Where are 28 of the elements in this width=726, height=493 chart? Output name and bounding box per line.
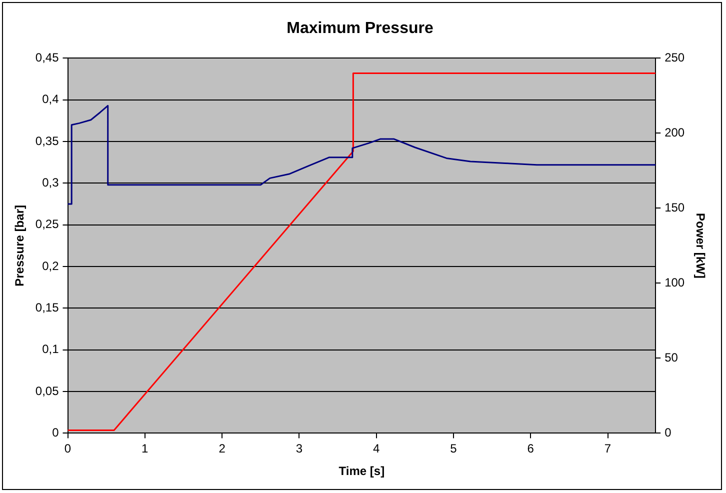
y2-tick-label: 50 — [664, 350, 678, 365]
x-tick-label: 6 — [527, 442, 534, 456]
y-tick-label: 0,35 — [35, 134, 60, 148]
y-tick-label: 0,15 — [35, 300, 60, 315]
y-tick-label: 0,1 — [42, 342, 60, 356]
x-tick-label: 4 — [372, 442, 380, 456]
y-tick-label: 0,05 — [35, 384, 60, 398]
y2-tick-label: 100 — [664, 276, 685, 290]
y-tick-label: 0 — [52, 426, 60, 440]
y-tick-label: 0,2 — [42, 258, 60, 273]
y2-tick-label: 0 — [664, 426, 672, 440]
x-tick-label: 1 — [142, 442, 149, 456]
y2-axis-title: Power [kW] — [693, 213, 708, 278]
y-tick-label: 0,3 — [42, 176, 60, 190]
y-tick-label: 0,45 — [35, 50, 60, 65]
x-tick-label: 7 — [604, 442, 612, 456]
x-tick-label: 0 — [64, 442, 72, 456]
y2-tick-label: 200 — [664, 126, 685, 140]
x-axis-title: Time [s] — [338, 464, 385, 478]
x-tick-label: 3 — [296, 442, 303, 456]
x-tick-label: 5 — [450, 442, 458, 456]
y-tick-label: 0,25 — [35, 217, 60, 232]
chart-title: Maximum Pressure — [286, 20, 434, 38]
x-tick-label: 2 — [218, 442, 226, 456]
y2-tick-label: 150 — [664, 200, 685, 215]
y-tick-label: 0,4 — [42, 92, 60, 106]
y2-tick-label: 250 — [664, 50, 685, 65]
y-axis-title: Pressure [bar] — [12, 205, 27, 286]
